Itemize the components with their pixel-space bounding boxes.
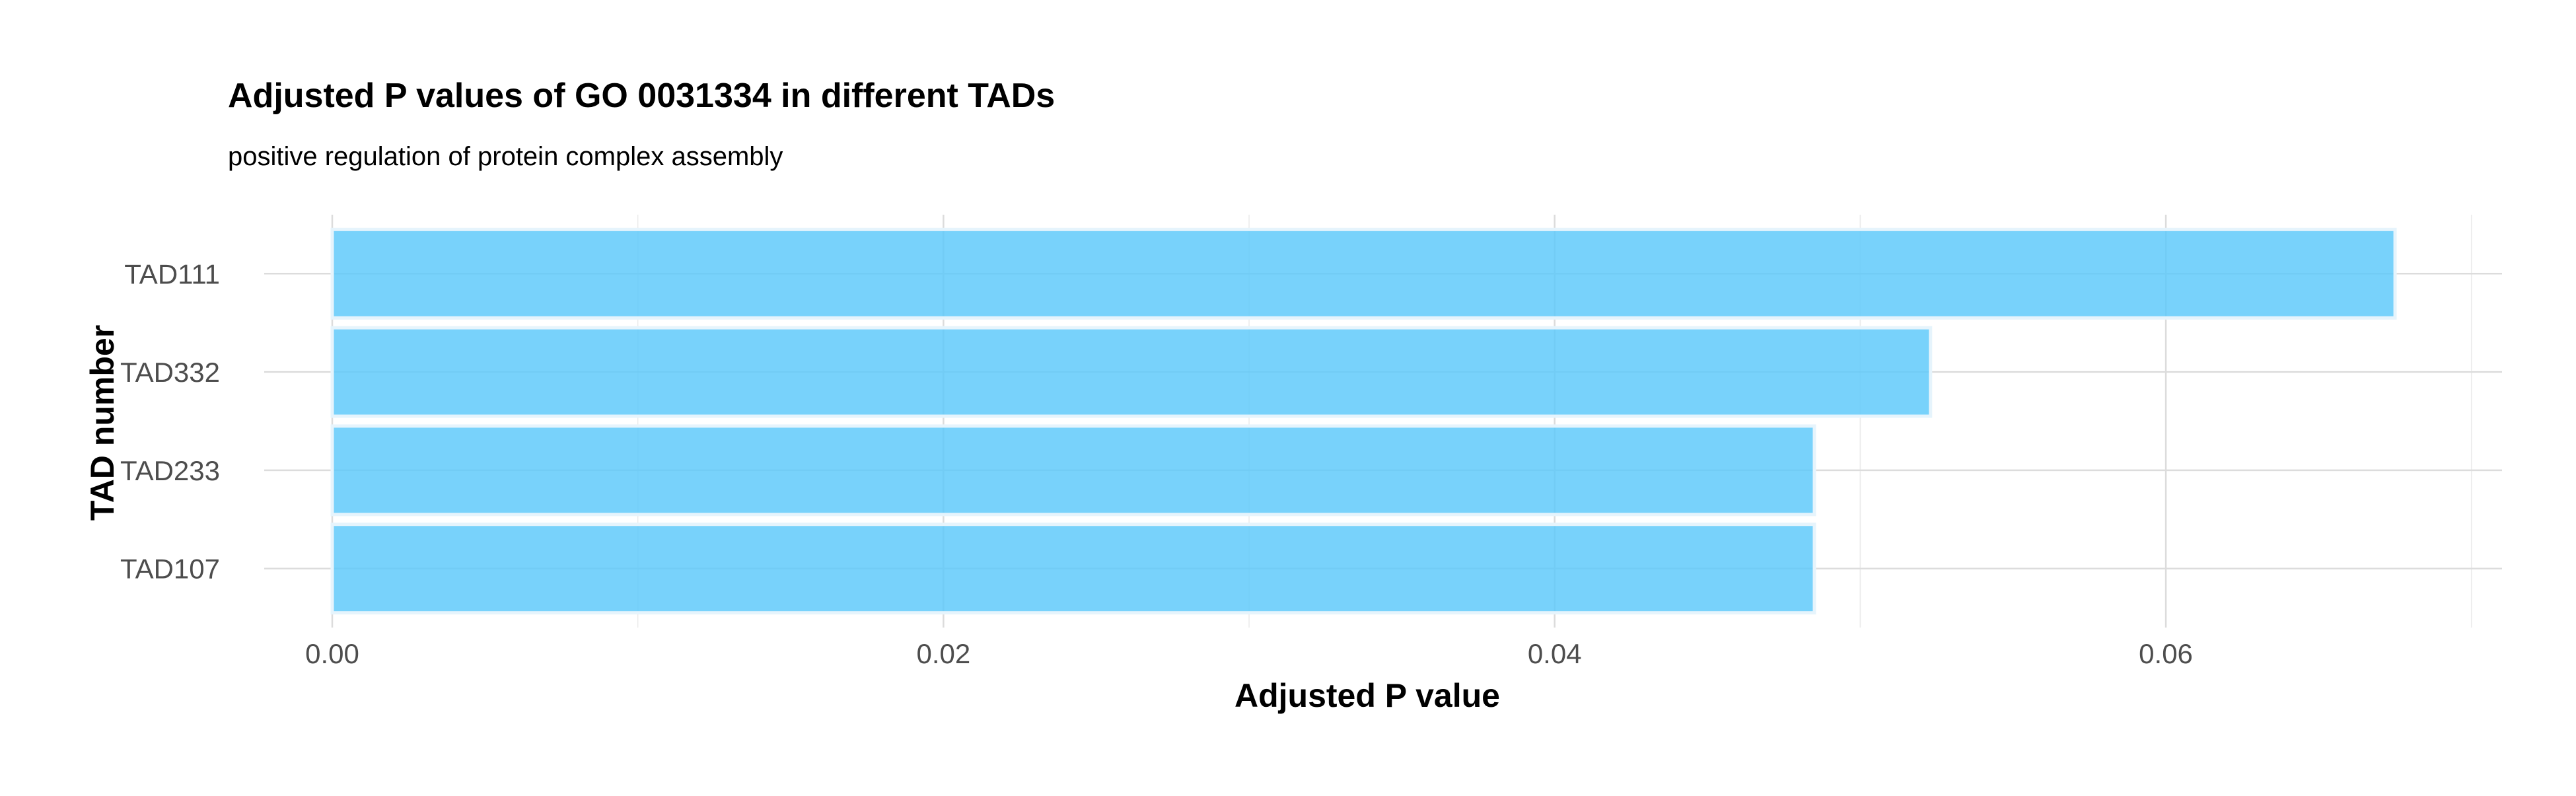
y-axis-ticks: TAD111 TAD332 TAD233 TAD107 [120,258,220,584]
bar-tad111 [330,227,2397,320]
y-tick-label: TAD111 [124,258,220,289]
y-tick-label: TAD332 [120,357,220,388]
x-axis-ticks: 0.00 0.02 0.04 0.06 [305,638,2193,669]
x-axis-title: Adjusted P value [1234,677,1500,714]
chart-title: Adjusted P values of GO 0031334 in diffe… [228,77,1055,115]
y-axis-title: TAD number [84,325,121,521]
bar-tad233 [330,424,1816,517]
bar-tad107 [330,523,1816,615]
bars [330,227,2397,615]
bar-tad332 [330,326,1933,418]
y-tick-label: TAD233 [120,455,220,486]
x-tick-label: 0.00 [305,638,359,669]
x-tick-label: 0.02 [916,638,970,669]
x-tick-label: 0.04 [1528,638,1582,669]
y-tick-label: TAD107 [120,554,220,585]
chart-subtitle: positive regulation of protein complex a… [228,142,783,171]
x-tick-label: 0.06 [2139,638,2193,669]
